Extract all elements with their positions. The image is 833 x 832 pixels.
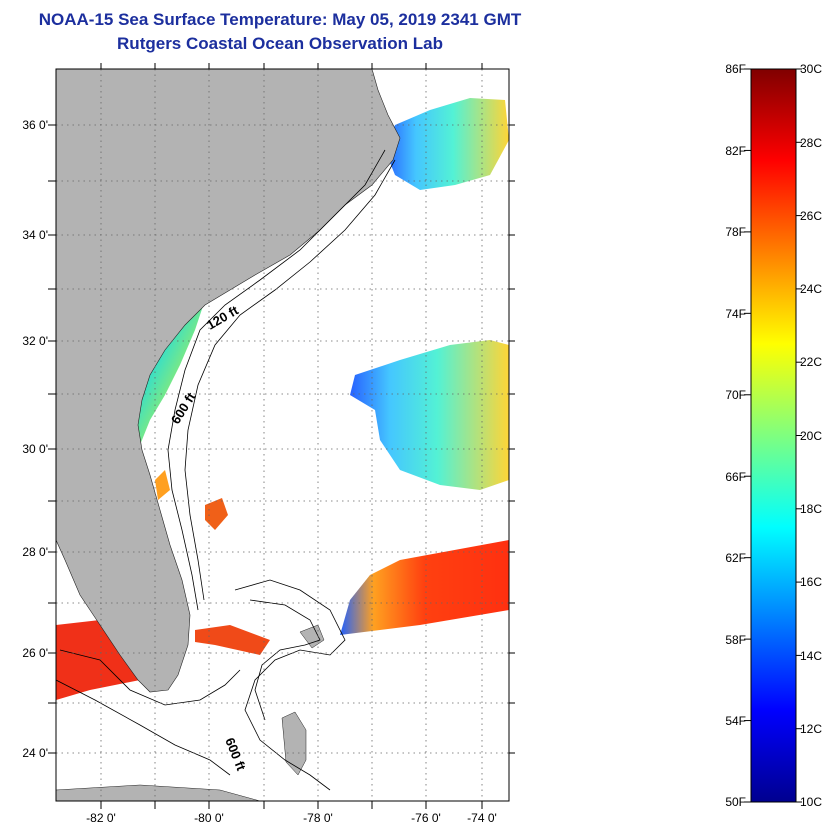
colorbar-f-label: 70F (725, 388, 746, 402)
map-title: NOAA-15 Sea Surface Temperature: May 05,… (38, 10, 522, 29)
colorbar-c-label: 22C (800, 355, 822, 369)
land-southeast-us (56, 69, 401, 693)
colorbar-f-label: 78F (725, 225, 746, 239)
colorbar-c-label: 10C (800, 795, 822, 809)
map-subtitle: Rutgers Coastal Ocean Observation Lab (117, 34, 443, 53)
lat-label: 28 0' (22, 545, 48, 559)
colorbar-c-label: 14C (800, 649, 822, 663)
colorbar-fahrenheit-labels: 86F 82F 78F 74F 70F 66F 62F 58F 54F 50F (725, 62, 746, 809)
sst-patch-small (205, 498, 228, 530)
colorbar-f-label: 74F (725, 307, 746, 321)
contour-bahamas-inner (249, 599, 321, 721)
lat-label: 32 0' (22, 334, 48, 348)
lon-tick-labels: -82 0' -80 0' -78 0' -76 0' -74 0' (86, 811, 497, 825)
contour-keys-outer (56, 679, 231, 776)
colorbar-c-label: 18C (800, 502, 822, 516)
colorbar-celsius-labels: 30C 28C 26C 24C 22C 20C 18C 16C 14C 12C … (800, 62, 822, 809)
lat-tick-labels: 36 0' 34 0' 32 0' 30 0' 28 0' 26 0' 24 0… (22, 118, 48, 760)
lat-lon-grid (56, 69, 509, 801)
colorbar-f-label: 62F (725, 551, 746, 565)
lon-label: -78 0' (303, 811, 333, 825)
contour-keys (59, 649, 241, 706)
land-cuba-edge (56, 784, 261, 801)
colorbar-c-label: 30C (800, 62, 822, 76)
axis-ticks (48, 63, 515, 809)
lat-label: 26 0' (22, 646, 48, 660)
colorbar-c-label: 26C (800, 209, 822, 223)
colorbar-f-label: 82F (725, 144, 746, 158)
lat-label: 36 0' (22, 118, 48, 132)
contour-bahamas (234, 579, 346, 791)
land-andros (281, 711, 307, 776)
lon-label: -74 0' (467, 811, 497, 825)
contour-120ft (167, 149, 386, 611)
sst-swath-georgia-shelf (128, 300, 205, 455)
lat-label: 24 0' (22, 746, 48, 760)
sst-swath-straits (195, 625, 270, 655)
contour-600ft (184, 159, 396, 601)
colorbar-f-label: 86F (725, 62, 746, 76)
bathymetry-contours (56, 149, 396, 791)
colorbar-c-label: 28C (800, 136, 822, 150)
sst-patch-bahamas (155, 470, 170, 500)
sst-swath-florida-bay (56, 620, 140, 700)
colorbar-f-label: 54F (725, 714, 746, 728)
sst-swath-carolinas (385, 98, 509, 190)
colorbar-ticks (744, 68, 802, 803)
lon-label: -76 0' (411, 811, 441, 825)
sst-swath-gulfstream (340, 540, 509, 635)
colorbar-f-label: 66F (725, 470, 746, 484)
colorbar-c-label: 12C (800, 722, 822, 736)
colorbar-c-label: 16C (800, 575, 822, 589)
sst-swath-offshore-east (350, 340, 509, 490)
colorbar-f-label: 58F (725, 633, 746, 647)
colorbar-c-label: 24C (800, 282, 822, 296)
lon-label: -82 0' (86, 811, 116, 825)
colorbar (750, 68, 797, 803)
lat-label: 34 0' (22, 228, 48, 242)
colorbar-f-label: 50F (725, 795, 746, 809)
colorbar-c-label: 20C (800, 429, 822, 443)
lon-label: -80 0' (194, 811, 224, 825)
map-border (55, 68, 510, 802)
lat-label: 30 0' (22, 442, 48, 456)
